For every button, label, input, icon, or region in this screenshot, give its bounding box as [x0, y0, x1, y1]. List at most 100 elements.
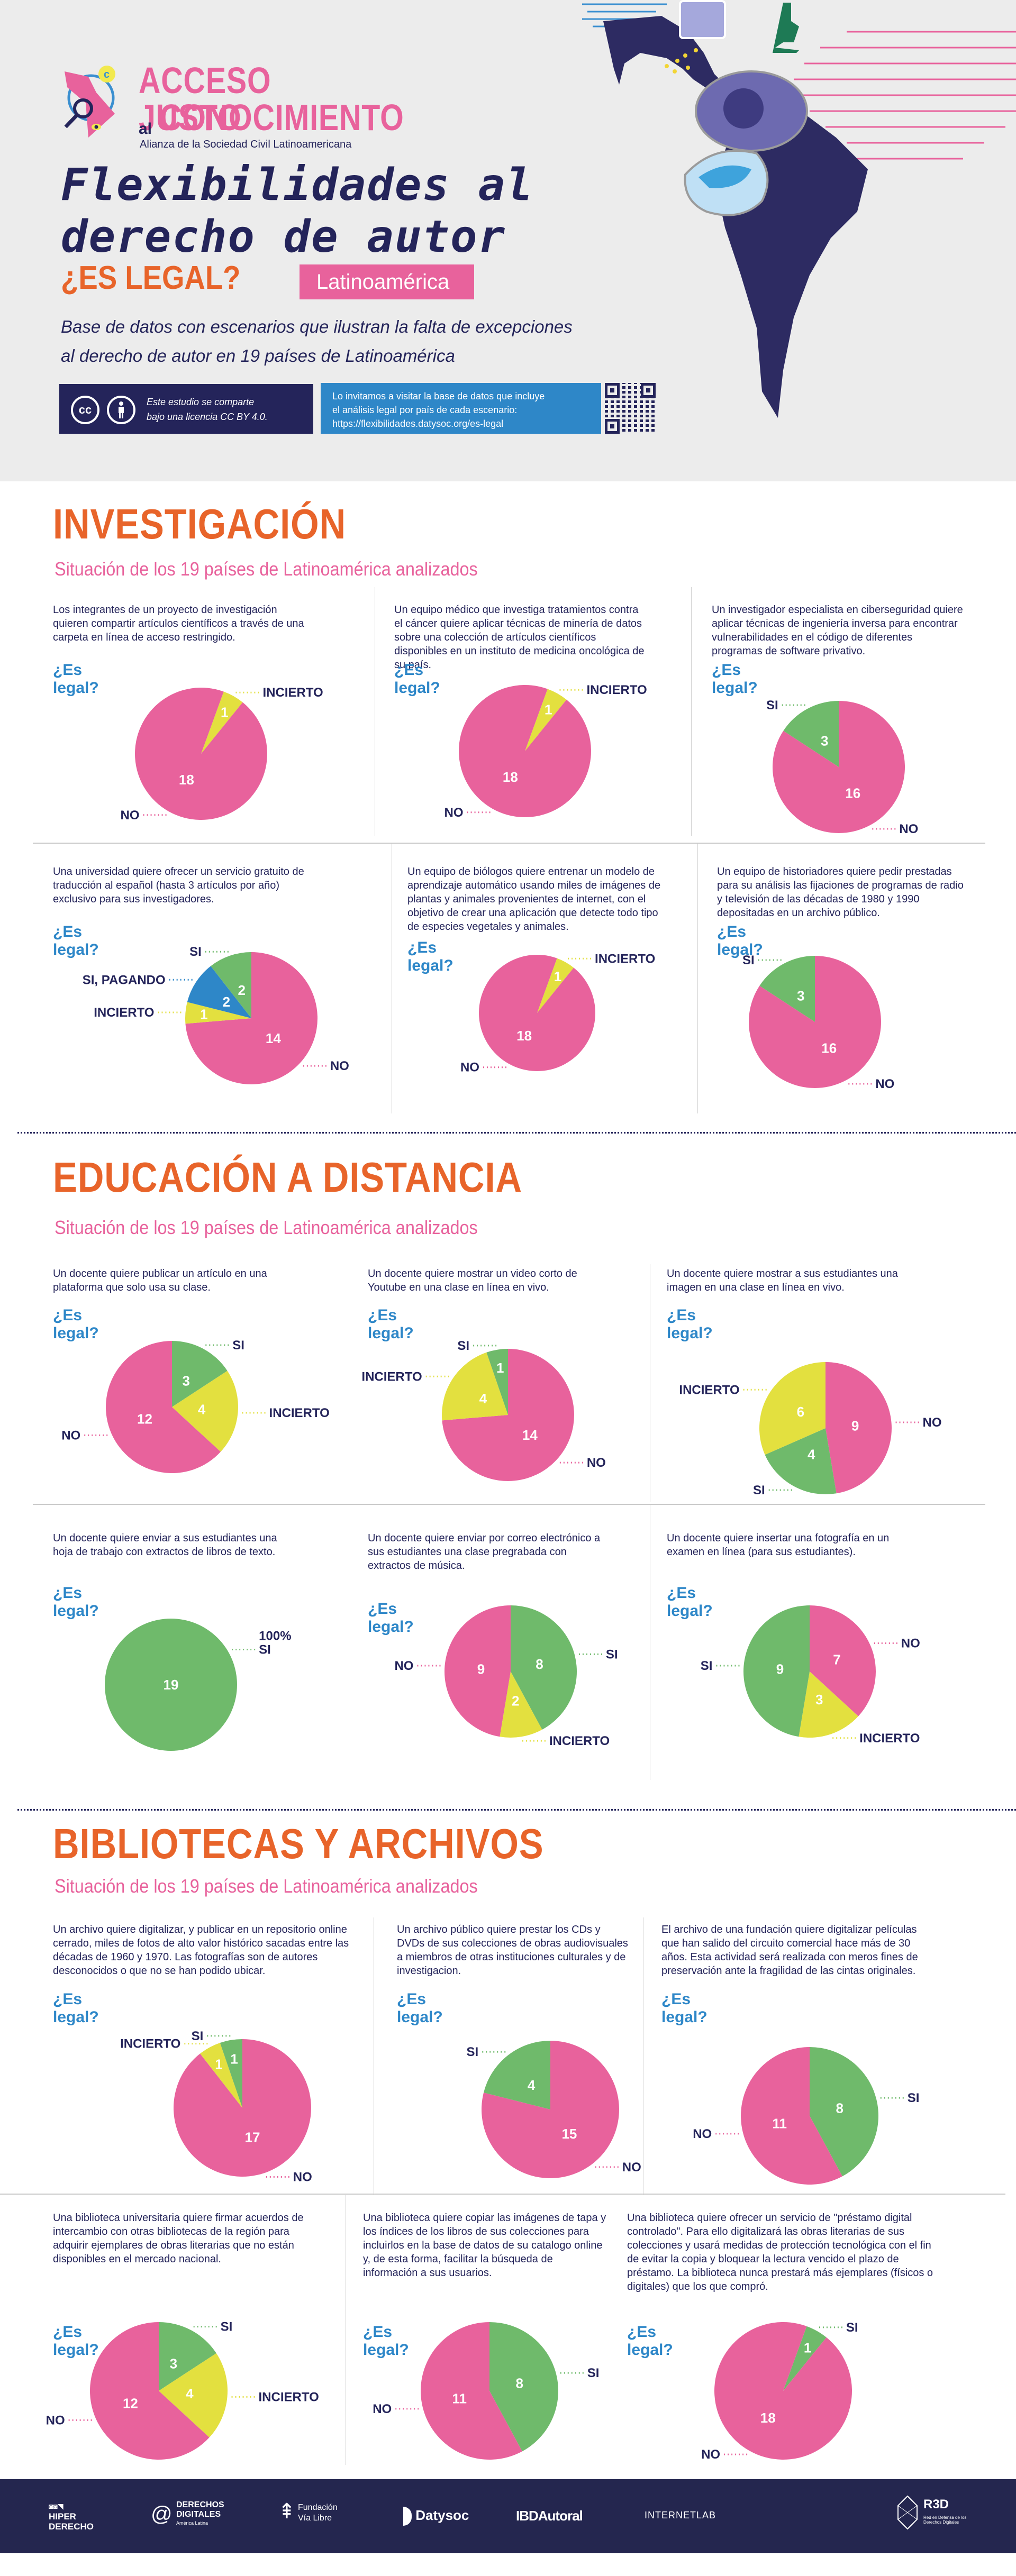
- pie-value-label: 9: [776, 1661, 784, 1677]
- north-central-america-shape: [603, 16, 725, 90]
- pie-category-label: INCIERTO: [549, 1734, 610, 1748]
- pie-chart: 7 NO 3 INCIERTO 9 SI: [701, 1605, 920, 1746]
- column-divider: [691, 587, 692, 836]
- pie-category-label: NO: [373, 2402, 392, 2416]
- pie-annotation-percent: 100%: [259, 1629, 291, 1643]
- pie-value-label: 1: [804, 2340, 811, 2356]
- pink-stripes: [794, 31, 1016, 160]
- column-divider: [697, 844, 698, 1113]
- scenario-text: Un equipo de historiadores quiere pedir …: [717, 866, 964, 919]
- row-divider: [33, 1504, 985, 1505]
- partner-name: DERECHOS DIGITALES: [176, 2500, 224, 2519]
- pie-category-label: INCIERTO: [859, 1731, 920, 1746]
- pie-category-label: NO: [622, 2160, 641, 2175]
- pie-value-label: 11: [452, 2390, 467, 2406]
- section-subtitle-investigacion: Situación de los 19 países de Latinoamér…: [55, 558, 478, 580]
- pie-category-label: INCIERTO: [120, 2037, 180, 2051]
- microscope-icon: [773, 3, 799, 53]
- logo-title-line2: CONOCIMIENTO: [160, 97, 404, 138]
- pie-slice-no: [479, 955, 595, 1071]
- scenario-text: Una biblioteca quiere copiar las imágene…: [363, 2212, 606, 2279]
- pie-slice-incierto: [201, 691, 243, 754]
- pie-category-label: SI: [587, 2366, 600, 2380]
- pie-value-label: 1: [545, 702, 552, 718]
- pie-value-label: 16: [821, 1040, 837, 1056]
- acceso-justo-logo: c ACCESO JUSTO al CONOCIMIENTO Alianza d…: [59, 60, 404, 151]
- section-subtitle-educacion: Situación de los 19 países de Latinoamér…: [55, 1217, 478, 1238]
- scenario-text: Un equipo médico que investiga tratamien…: [394, 604, 645, 671]
- pie-slice-incierto: [525, 689, 567, 751]
- scenario-text: Un docente quiere insertar una fotografí…: [667, 1532, 890, 1558]
- es-legal-question: ¿Es legal?: [712, 661, 758, 697]
- pie-chart: 8 SI 11 NO: [693, 2047, 919, 2185]
- pie-category-label: SI: [232, 1338, 244, 1353]
- latin-america-map-illustration: [582, 0, 1016, 418]
- pie-value-label: 9: [851, 1418, 859, 1433]
- attribution-person-icon: [107, 396, 135, 424]
- pie-value-label: 3: [797, 988, 804, 1004]
- pie-category-label: SI: [606, 1647, 618, 1661]
- pie-value-label: 14: [266, 1030, 281, 1046]
- pie-category-label: SI: [259, 1643, 271, 1657]
- scenario-text: Una biblioteca quiere ofrecer un servici…: [627, 2212, 933, 2292]
- pie-slice-si: [783, 2326, 827, 2391]
- pie-value-label: 8: [836, 2100, 843, 2116]
- scenario-text: Un docente quiere enviar por correo elec…: [368, 1532, 601, 1572]
- pie-slice-incierto: [159, 2353, 228, 2438]
- pie-category-label: INCIERTO: [262, 686, 323, 700]
- yellow-dots: [665, 48, 698, 74]
- license-box: cc Este estudio se comparte bajo una lic…: [59, 384, 313, 434]
- pie-slice-no: [810, 1605, 876, 1716]
- qr-code-icon[interactable]: [605, 383, 656, 434]
- pie-chart: 9 NO 4 SI 6 INCIERTO: [679, 1362, 942, 1497]
- partner-logo-internetlab[interactable]: INTERNETLAB: [645, 2510, 716, 2520]
- pie-slice-si: [810, 2047, 878, 2177]
- pie-slice-no: [458, 685, 591, 817]
- es-legal-question: ¿Es legal?: [53, 2323, 99, 2359]
- pie-category-label: SI, PAGANDO: [83, 973, 166, 987]
- partner-logo-hiperderecho[interactable]: ◙◙◥ HIPER DERECHO: [49, 2501, 94, 2532]
- database-link[interactable]: https://flexibilidades.datysoc.org/es-le…: [332, 418, 504, 429]
- partner-name: Datysoc: [415, 2507, 469, 2523]
- pie-slice-si: [486, 1349, 508, 1415]
- pie-category-label: NO: [121, 808, 140, 823]
- partner-logo-datysoc[interactable]: Datysoc: [403, 2507, 469, 2526]
- pie-slice-no: [442, 1349, 574, 1481]
- pie-category-label: INCIERTO: [259, 2390, 319, 2404]
- at-sign-icon: @: [151, 2502, 173, 2526]
- pie-value-label: 14: [522, 1427, 538, 1443]
- hero-header: c ACCESO JUSTO al CONOCIMIENTO Alianza d…: [0, 0, 1016, 481]
- partner-subtitle: América Latina: [176, 2520, 208, 2526]
- scenario-text: Un equipo de biólogos quiere entrenar un…: [407, 866, 661, 933]
- partner-logo-ibdautoral[interactable]: IBDAutoral: [516, 2508, 583, 2524]
- pie-chart: 8 SI 11 NO: [373, 2322, 600, 2460]
- page-title-line2: derecho de autor: [61, 211, 506, 262]
- es-legal-question: ¿Es legal?: [53, 1990, 99, 2026]
- pie-slice-no: [444, 1605, 511, 1737]
- pie-slice-si: [159, 2322, 216, 2391]
- scenario-text: Un archivo público quiere prestar los CD…: [397, 1924, 628, 1977]
- pie-category-label: NO: [460, 1061, 479, 1075]
- license-line1: Este estudio se comparte: [147, 397, 255, 407]
- pie-category-label: NO: [923, 1415, 942, 1430]
- pie-category-label: NO: [394, 1659, 413, 1673]
- book-icon: [679, 0, 726, 39]
- logo-title-line1: ACCESO JUSTO: [139, 60, 271, 138]
- pie-value-label: 4: [528, 2077, 536, 2093]
- pie-category-label: SI: [753, 1483, 765, 1497]
- pie-value-label: 7: [833, 1651, 840, 1667]
- pie-slice-incierto: [537, 958, 574, 1013]
- logo-subtitle: Alianza de la Sociedad Civil Latinoameri…: [140, 139, 352, 150]
- partner-name: HIPER DERECHO: [49, 2511, 94, 2532]
- page-title-line1: Flexibilidades al: [61, 159, 534, 211]
- pie-category-label: SI: [742, 953, 755, 967]
- pie-value-label: 2: [512, 1693, 519, 1709]
- es-legal-question: ¿Es legal?: [53, 923, 99, 958]
- pie-value-label: 16: [845, 785, 860, 801]
- pie-slice-si-pagando: [187, 966, 251, 1018]
- section-title-bibliotecas: BIBLIOTECAS Y ARCHIVOS: [53, 1820, 544, 1867]
- database-invite-box[interactable]: Lo invitamos a visitar la base de datos …: [321, 383, 601, 434]
- partner-logo-r3d[interactable]: R3D Red en Defensa de los Derechos Digit…: [897, 2495, 966, 2533]
- license-line2: bajo una licencia CC BY 4.0.: [147, 412, 268, 422]
